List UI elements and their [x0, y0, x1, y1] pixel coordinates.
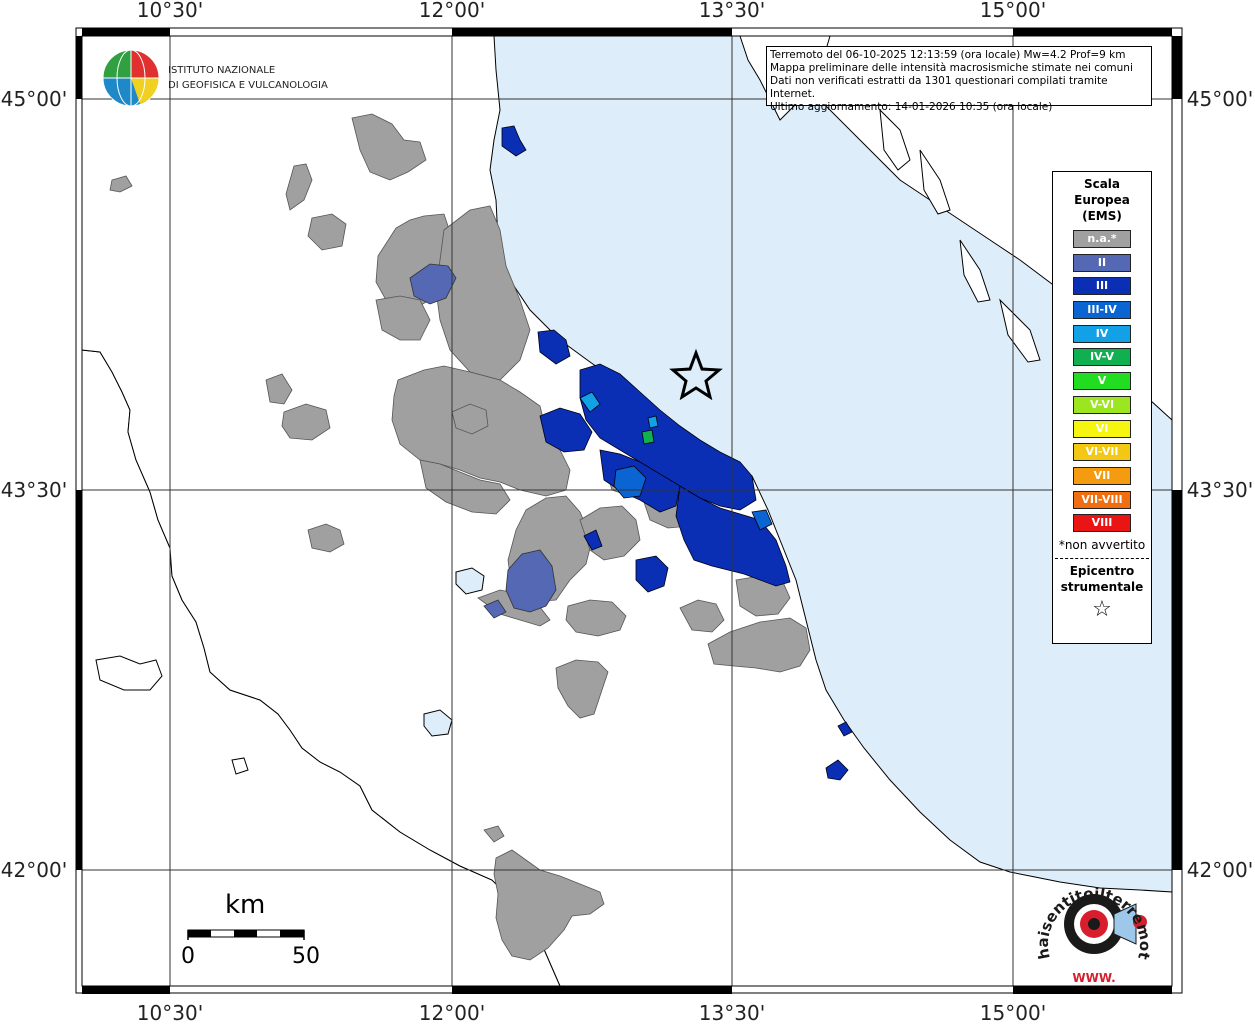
epicenter-star-icon	[669, 348, 723, 401]
legend-item: VI-VII	[1073, 443, 1131, 462]
municipalities-na	[109, 113, 811, 961]
lon-tick-bottom-1: 10°30'	[137, 1001, 203, 1024]
logo-url: WWW.	[1072, 971, 1115, 985]
lon-tick-bottom-4: 15°00'	[980, 1001, 1046, 1024]
info-line-2: Mappa preliminare delle intensità macros…	[770, 62, 1133, 74]
legend-star-icon: ☆	[1092, 596, 1112, 622]
event-info-box: Terremoto del 06-10-2025 12:13:59 (ora l…	[766, 46, 1152, 113]
ingv-name-line1: ISTITUTO NAZIONALE	[168, 65, 275, 76]
legend-title: Scala Europea (EMS)	[1053, 176, 1151, 224]
ingv-logo-icon	[102, 49, 160, 107]
legend-item: II	[1073, 253, 1131, 272]
scale-min-label: 0	[181, 944, 195, 969]
legend-items: n.a.* II III III-IV IV IV-V V V-VI VI VI-VII VII VI…	[1053, 230, 1151, 533]
municipalities-iv	[579, 391, 659, 429]
lat-tick-right-1: 45°00'	[1187, 87, 1253, 111]
legend-epicenter-label: Epicentro strumentale	[1053, 563, 1151, 595]
legend-item: VIII	[1073, 514, 1131, 533]
legend-item: V-VI	[1073, 395, 1131, 414]
legend-item: V	[1073, 372, 1131, 391]
legend-epicenter-line1: Epicentro	[1069, 563, 1135, 578]
scale-max-label: 50	[292, 944, 320, 969]
legend-note: *non avvertito	[1058, 537, 1146, 552]
info-line-1: Terremoto del 06-10-2025 12:13:59 (ora l…	[770, 49, 1126, 61]
lon-tick-top-4: 15°00'	[980, 0, 1046, 22]
scale-bar	[187, 929, 305, 940]
legend-title-line3: (EMS)	[1082, 209, 1122, 223]
legend-title-line1: Scala	[1083, 177, 1121, 191]
legend-separator	[1055, 557, 1149, 559]
legend-item: IV-V	[1073, 348, 1131, 367]
island-1	[879, 108, 911, 171]
legend-item: VII-VIII	[1073, 490, 1131, 509]
lon-tick-top-1: 10°30'	[137, 0, 203, 22]
legend-item: n.a.*	[1073, 230, 1131, 248]
lake-trasimeno	[455, 567, 485, 595]
island-3	[959, 239, 991, 303]
legend-item: VI	[1073, 419, 1131, 438]
lat-tick-left-3: 42°00'	[1, 858, 67, 882]
municipalities-ii	[409, 263, 557, 619]
lat-tick-left-2: 43°30'	[1, 478, 67, 502]
legend-item: VII	[1073, 466, 1131, 485]
legend-item: III	[1073, 277, 1131, 296]
map-frame	[75, 27, 1183, 994]
lon-tick-bottom-2: 12°00'	[419, 1001, 485, 1024]
haisentito-logo-icon[interactable]: haisentitoilterremoto.it WWW.	[1032, 862, 1156, 986]
legend-item: IV	[1073, 324, 1131, 343]
scale-unit-label: km	[225, 890, 266, 920]
legend-item: III-IV	[1073, 301, 1131, 320]
legend-title-line2: Europea	[1074, 193, 1130, 207]
island-2	[919, 149, 951, 215]
lon-tick-top-3: 13°30'	[699, 0, 765, 22]
giglio-island	[231, 757, 249, 775]
lat-tick-right-3: 42°00'	[1187, 858, 1253, 882]
island-4	[999, 298, 1041, 363]
lat-tick-right-2: 43°30'	[1187, 478, 1253, 502]
lat-tick-left-1: 45°00'	[1, 87, 67, 111]
municipalities-iv-v	[641, 429, 655, 445]
lake-bolsena	[423, 709, 453, 737]
lon-tick-top-2: 12°00'	[419, 0, 485, 22]
info-line-4: Ultimo aggiornamento: 14-01-2026 10:35 (…	[770, 101, 1053, 113]
info-line-3: Dati non verificati estratti da 1301 que…	[770, 75, 1108, 100]
legend-epicenter-line2: strumentale	[1060, 579, 1144, 594]
intensity-legend: Scala Europea (EMS) n.a.* II III III-IV IV IV…	[1052, 171, 1152, 644]
lon-tick-bottom-3: 13°30'	[699, 1001, 765, 1024]
elba-island	[95, 655, 163, 691]
ingv-name-line2: DI GEOFISICA E VULCANOLOGIA	[168, 80, 328, 91]
